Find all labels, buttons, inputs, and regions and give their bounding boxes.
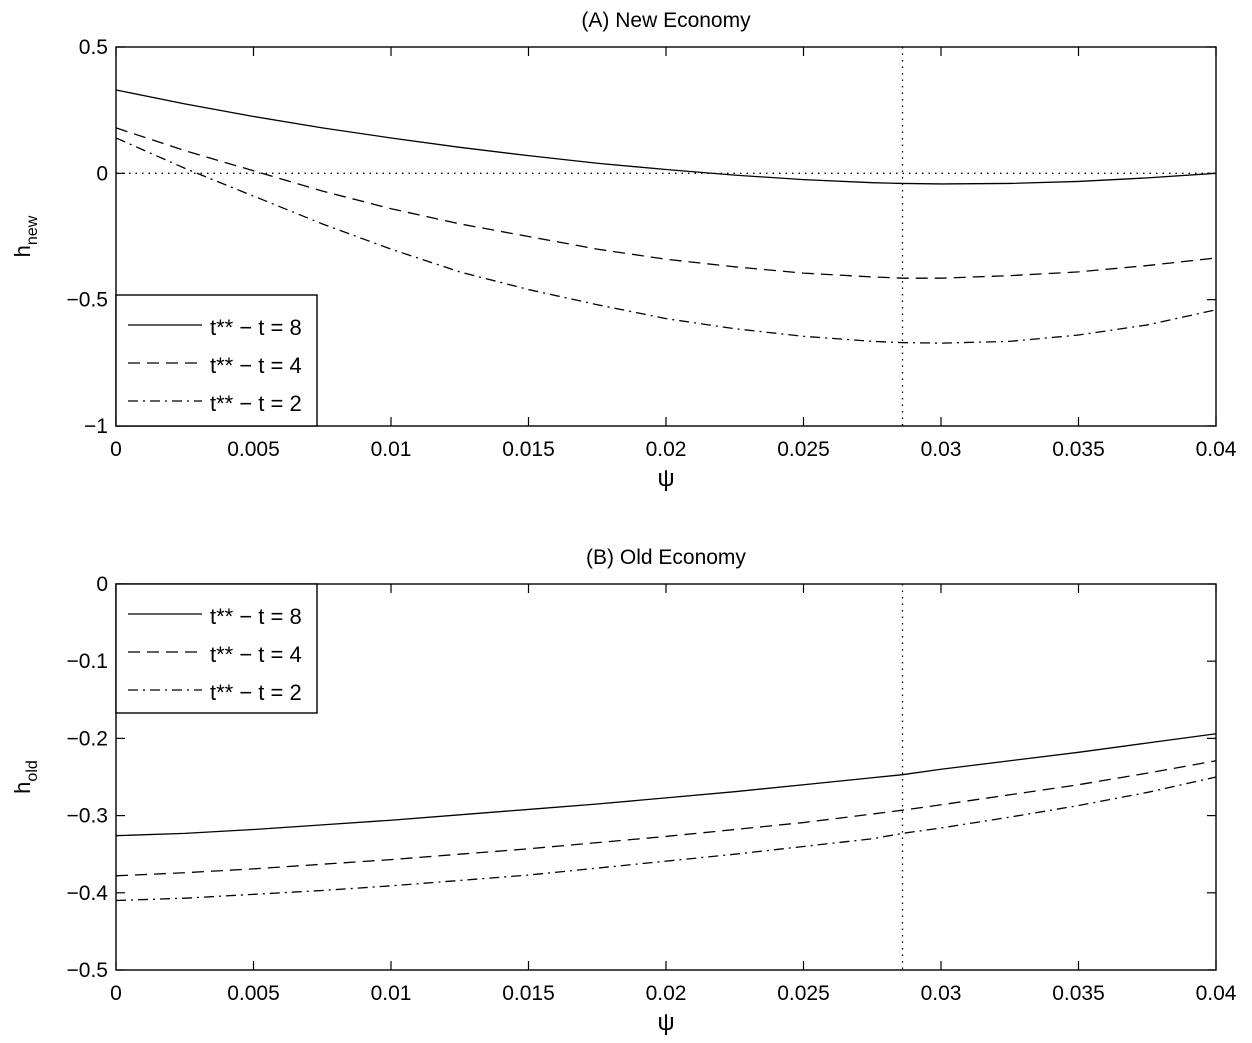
y-tick-label: −0.3 — [67, 805, 108, 828]
x-tick-label: 0.035 — [1052, 982, 1105, 1005]
legend-box — [115, 294, 318, 427]
x-tick-label: 0.005 — [227, 438, 280, 461]
legend-label-1: t** − t = 8 — [210, 604, 302, 629]
y-tick-label: −0.5 — [67, 959, 108, 982]
x-tick-label: 0.01 — [371, 982, 412, 1005]
x-tick-label: 0.01 — [371, 438, 412, 461]
y-tick-label: −0.1 — [67, 650, 108, 673]
legend-box — [115, 583, 318, 714]
legend-label-2: t** − t = 4 — [210, 353, 302, 378]
y-axis-label-main: h — [10, 245, 35, 257]
x-tick-label: 0 — [110, 438, 122, 461]
y-tick-label: −0.4 — [67, 882, 109, 905]
y-tick-label: 0.5 — [79, 36, 108, 59]
chart-panel-b: (B) Old Economy 0 0.005 0.01 0.015 0.02 0.025 0… — [10, 546, 1237, 1036]
chart-title: (A) New Economy — [581, 9, 751, 32]
y-tick-label: 0 — [96, 162, 108, 185]
x-tick-label: 0.02 — [646, 438, 687, 461]
legend-label-2: t** − t = 4 — [210, 642, 302, 667]
x-axis-label: ψ — [657, 1009, 674, 1036]
series-line-2 — [115, 127, 1217, 279]
x-tick-label: 0.02 — [646, 982, 687, 1005]
y-axis-label: hold — [10, 760, 41, 794]
series-line-1 — [115, 89, 1217, 185]
x-tick-label: 0.015 — [502, 438, 555, 461]
x-tick-label: 0.025 — [777, 438, 830, 461]
chart-title: (B) Old Economy — [586, 546, 746, 569]
y-tick-label: −0.5 — [67, 289, 108, 312]
x-tick-label: 0.03 — [921, 438, 962, 461]
y-axis-label-subscript: old — [24, 760, 41, 781]
series-line-3 — [115, 776, 1217, 902]
legend: t** − t = 8 t** − t = 4 t** − t = 2 — [115, 294, 318, 427]
x-tick-label: 0.03 — [921, 982, 962, 1005]
legend-label-3: t** − t = 2 — [210, 680, 302, 705]
x-tick-label: 0.025 — [777, 982, 830, 1005]
x-tick-label: 0.04 — [1196, 438, 1237, 461]
y-tick-label: −1 — [84, 415, 108, 438]
legend-label-3: t** − t = 2 — [210, 391, 302, 416]
chart-panel-a: (A) New Economy 0 0.005 0.01 0.015 0.02 0.025 0… — [10, 9, 1237, 492]
y-tick-label: −0.2 — [67, 727, 108, 750]
x-tick-label: 0 — [110, 982, 122, 1005]
x-tick-label: 0.015 — [502, 982, 555, 1005]
y-axis-label-main: h — [10, 782, 35, 794]
y-tick-label: 0 — [96, 573, 108, 596]
legend: t** − t = 8 t** − t = 4 t** − t = 2 — [115, 583, 318, 714]
x-tick-label: 0.035 — [1052, 438, 1105, 461]
legend-label-1: t** − t = 8 — [210, 315, 302, 340]
x-tick-label: 0.04 — [1196, 982, 1237, 1005]
y-axis-label-subscript: new — [24, 215, 41, 245]
series-line-1 — [115, 733, 1217, 837]
x-tick-label: 0.005 — [227, 982, 280, 1005]
x-axis-label: ψ — [657, 465, 674, 492]
y-axis-label: hnew — [10, 215, 41, 257]
series-line-2 — [115, 760, 1217, 877]
